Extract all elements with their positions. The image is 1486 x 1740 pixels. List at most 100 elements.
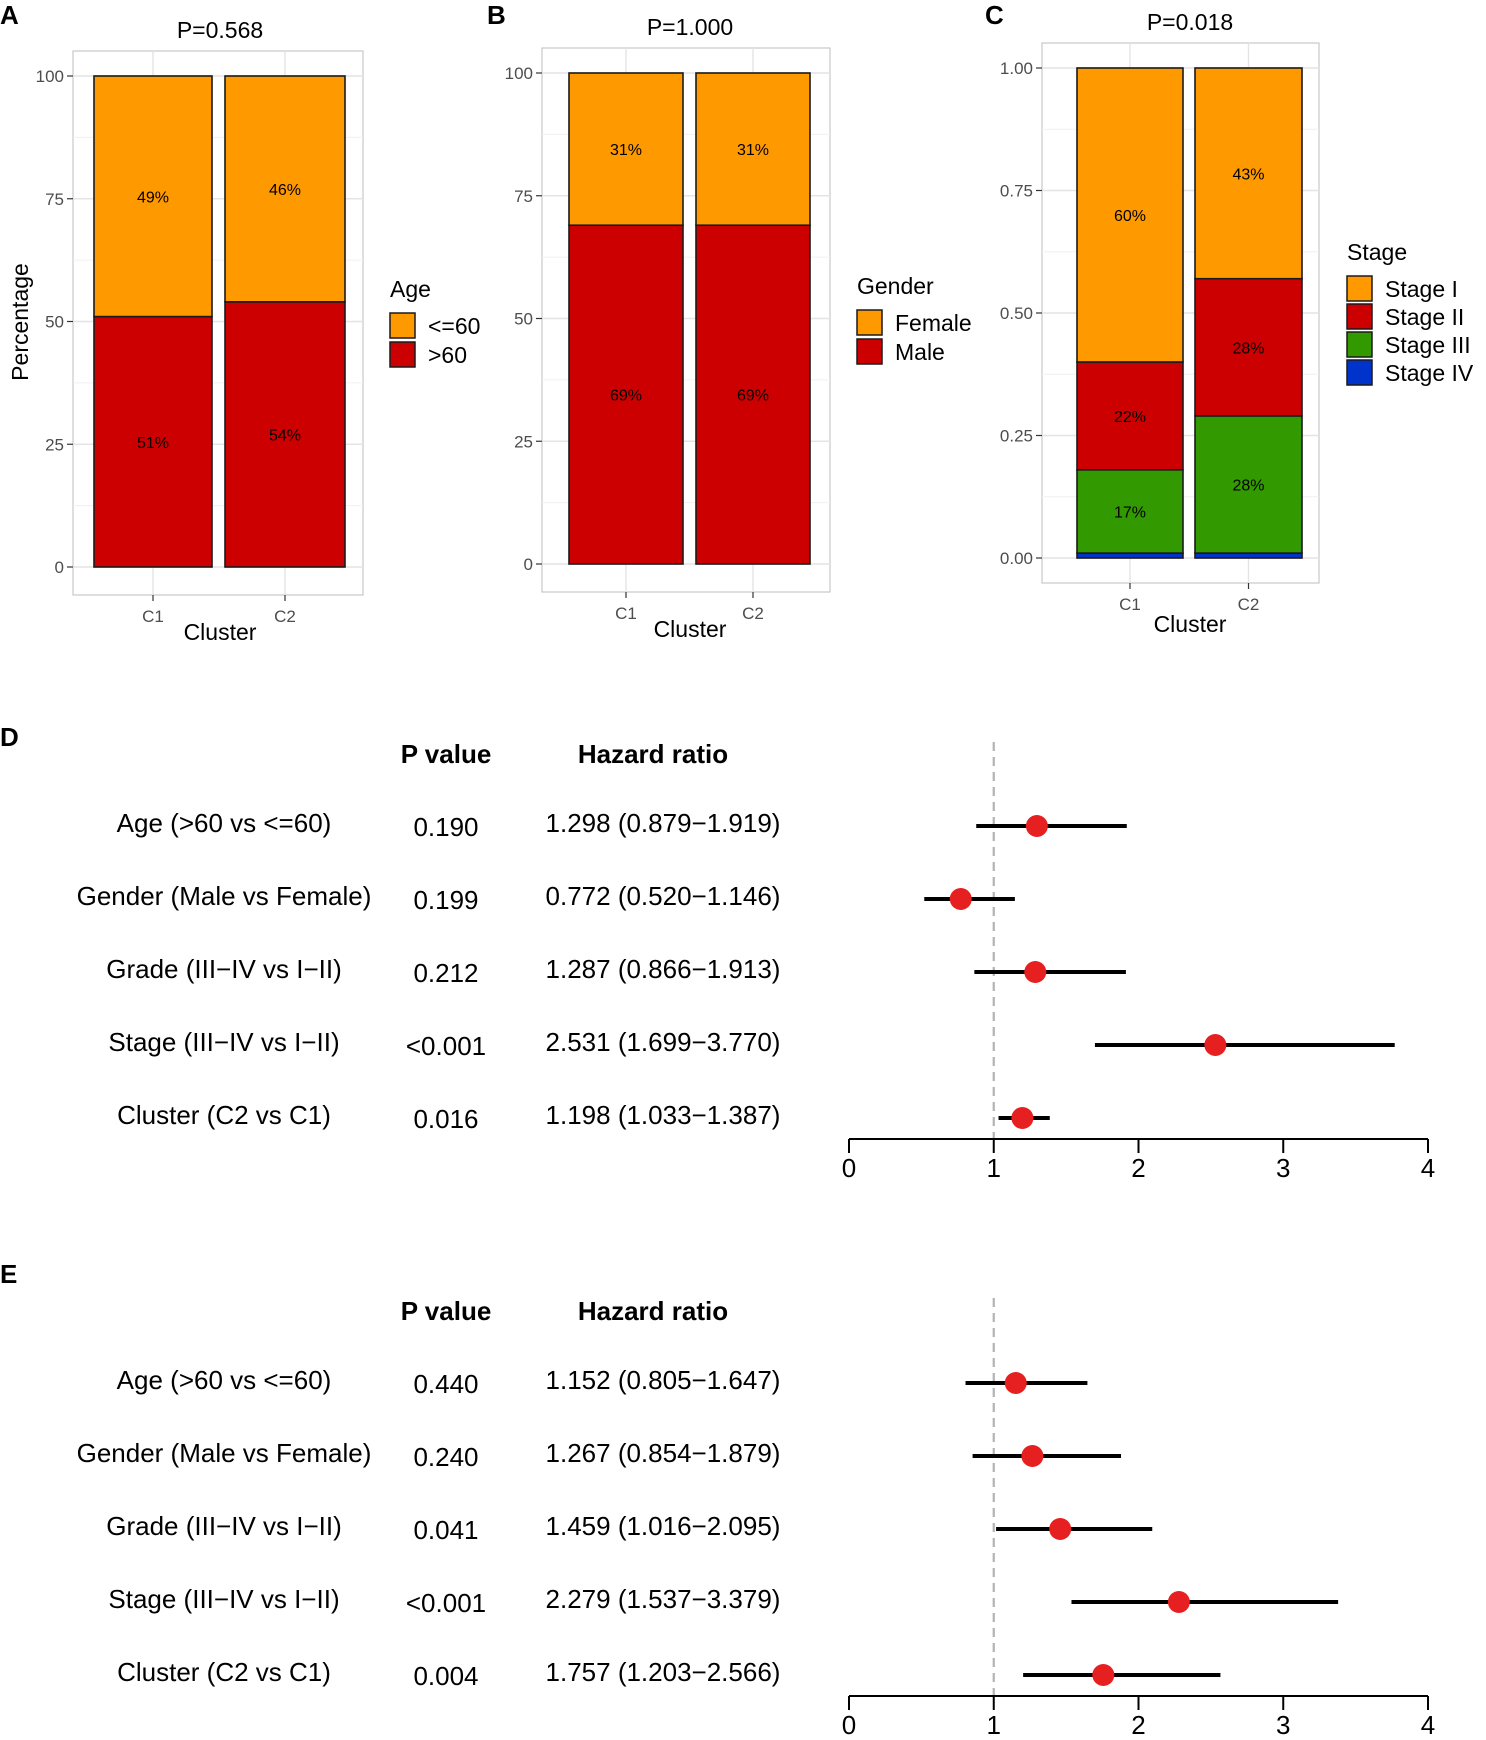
legend-label: <=60 (428, 313, 480, 339)
data-label: 43% (1232, 166, 1264, 183)
x-tick-label: C2 (742, 604, 764, 623)
row-p-value: 0.190 (413, 812, 478, 842)
legend-swatch (1346, 275, 1373, 302)
hazard-ratio-point (1024, 961, 1047, 983)
bar-segment (568, 224, 684, 565)
hazard-ratio-point (1025, 815, 1048, 837)
row-hazard-ratio: 1.757 (1.203−2.566) (546, 1657, 781, 1687)
data-label: 69% (737, 388, 769, 405)
legend-swatch (856, 309, 883, 336)
row-hazard-ratio: 2.531 (1.699−3.770) (546, 1027, 781, 1057)
legend-label: Stage II (1385, 304, 1464, 330)
y-axis-label: Percentage (7, 263, 33, 381)
data-label: 22% (1114, 409, 1146, 426)
data-label: 49% (137, 189, 169, 206)
x-axis-label: Cluster (654, 616, 727, 642)
legend-title: Gender (857, 273, 934, 299)
data-label: 69% (610, 388, 642, 405)
panel-label-e: E (0, 1259, 17, 1289)
bar-chart-gender: 0 25 50 75 100 69% 31% C1 69% 31% C2 P=1.000 Cluster… (505, 14, 972, 642)
legend-label: >60 (428, 342, 467, 368)
row-label: Stage (III−IV vs I−II) (108, 1027, 339, 1057)
chart-title: P=1.000 (647, 14, 733, 40)
legend-label: Male (895, 339, 945, 365)
bar-segment (695, 224, 811, 565)
panel-label-c: C (985, 0, 1004, 30)
row-hazard-ratio: 1.459 (1.016−2.095) (546, 1511, 781, 1541)
y-tick-label: 100 (36, 67, 64, 86)
row-label: Cluster (C2 vs C1) (117, 1100, 331, 1130)
row-p-value: 0.041 (413, 1515, 478, 1545)
x-tick-label: 4 (1421, 1153, 1435, 1183)
hazard-ratio-point (1021, 1445, 1044, 1467)
y-tick-label: 0.00 (1000, 549, 1033, 568)
bar-segment (1076, 67, 1184, 363)
hazard-ratio-point (1167, 1591, 1190, 1613)
x-tick-label: 1 (987, 1710, 1001, 1740)
y-tick-label: 0 (55, 558, 64, 577)
hazard-ratio-point (1049, 1518, 1072, 1540)
header-p-value: P value (401, 739, 492, 769)
x-tick-label: 3 (1276, 1153, 1290, 1183)
data-label: 51% (137, 435, 169, 452)
row-hazard-ratio: 2.279 (1.537−3.379) (546, 1584, 781, 1614)
bar-chart-age: 0 25 50 75 100 51% 49% C1 54% 46% C2 P=0.568 Cluster… (7, 17, 480, 645)
legend-swatch (389, 341, 416, 368)
row-label: Age (>60 vs <=60) (117, 808, 332, 838)
x-tick-label: C2 (274, 607, 296, 626)
chart-title: P=0.018 (1147, 9, 1233, 35)
row-p-value: 0.004 (413, 1661, 478, 1691)
y-tick-label: 0.50 (1000, 304, 1033, 323)
chart-title: P=0.568 (177, 17, 263, 43)
y-tick-label: 75 (514, 187, 533, 206)
y-tick-label: 100 (505, 64, 533, 83)
header-hazard-ratio: Hazard ratio (578, 739, 728, 769)
x-tick-label: 0 (842, 1710, 856, 1740)
row-label: Age (>60 vs <=60) (117, 1365, 332, 1395)
x-axis-label: Cluster (184, 619, 257, 645)
panel-label-a: A (0, 0, 19, 30)
y-tick-label: 50 (514, 310, 533, 329)
data-label: 28% (1232, 340, 1264, 357)
y-tick-label: 25 (514, 432, 533, 451)
row-label: Gender (Male vs Female) (77, 1438, 372, 1468)
legend-title: Stage (1347, 239, 1407, 265)
row-p-value: <0.001 (406, 1588, 486, 1618)
hazard-ratio-point (1004, 1372, 1027, 1394)
row-hazard-ratio: 1.298 (0.879−1.919) (546, 808, 781, 838)
data-label: 60% (1114, 208, 1146, 225)
row-p-value: 0.440 (413, 1369, 478, 1399)
hazard-ratio-point (1092, 1664, 1115, 1686)
header-hazard-ratio: Hazard ratio (578, 1296, 728, 1326)
row-label: Grade (III−IV vs I−II) (106, 954, 342, 984)
x-tick-label: 2 (1131, 1153, 1145, 1183)
legend-swatch (389, 312, 416, 339)
panel-label-d: D (0, 722, 19, 752)
bar-chart-stage: 0.00 0.25 0.50 0.75 1.00 17% 22% 60% C1 28% 28% 43%… (1000, 9, 1474, 637)
bar-segment (568, 72, 684, 227)
panel-label-b: B (487, 0, 506, 30)
row-label: Stage (III−IV vs I−II) (108, 1584, 339, 1614)
y-tick-label: 0.25 (1000, 427, 1033, 446)
y-tick-label: 50 (45, 313, 64, 332)
data-label: 54% (269, 427, 301, 444)
x-tick-label: 3 (1276, 1710, 1290, 1740)
forest-plot-multivariate: P value Hazard ratio Age (>60 vs <=60) 0.44… (77, 1296, 1436, 1740)
row-p-value: 0.016 (413, 1104, 478, 1134)
forest-plot-univariate: P value Hazard ratio Age (>60 vs <=60) 0.19… (77, 739, 1436, 1183)
legend-label: Stage I (1385, 276, 1458, 302)
y-tick-label: 1.00 (1000, 59, 1033, 78)
data-label: 31% (737, 142, 769, 159)
legend-label: Female (895, 310, 972, 336)
x-axis-label: Cluster (1154, 611, 1227, 637)
x-tick-label: 0 (842, 1153, 856, 1183)
row-hazard-ratio: 1.287 (0.866−1.913) (546, 954, 781, 984)
row-hazard-ratio: 1.198 (1.033−1.387) (546, 1100, 781, 1130)
y-tick-label: 0 (524, 555, 533, 574)
x-tick-label: C1 (142, 607, 164, 626)
x-tick-label: C2 (1238, 595, 1260, 614)
bar-segment (1194, 415, 1303, 554)
legend-swatch (1346, 303, 1373, 330)
row-p-value: 0.240 (413, 1442, 478, 1472)
